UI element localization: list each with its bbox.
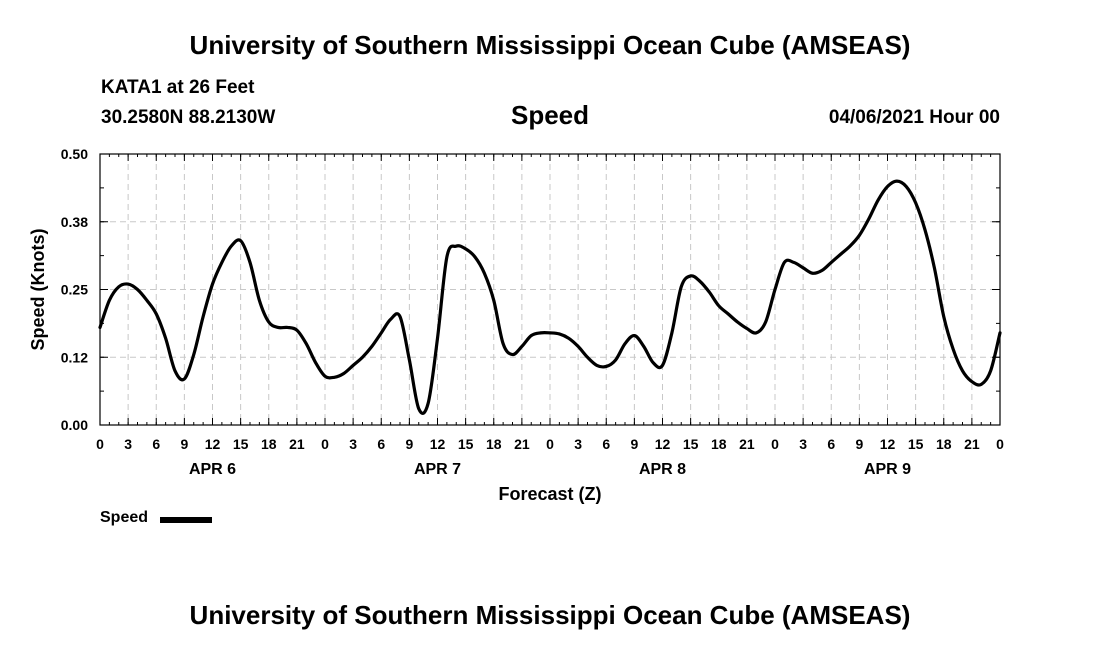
x-tick-label: 6	[602, 436, 610, 452]
y-tick-label: 0.00	[61, 417, 88, 433]
x-tick-label: 3	[574, 436, 582, 452]
x-tick-label: 3	[349, 436, 357, 452]
plot-frame	[99, 153, 1001, 426]
x-tick-label: 3	[124, 436, 132, 452]
x-tick-label: 12	[655, 436, 671, 452]
day-label: APR 7	[414, 461, 461, 478]
x-tick-label: 0	[546, 436, 554, 452]
x-tick-label: 9	[630, 436, 638, 452]
day-label: APR 8	[639, 461, 686, 478]
y-tick-label: 0.50	[61, 146, 88, 162]
x-tick-label: 6	[152, 436, 160, 452]
x-tick-label: 0	[96, 436, 104, 452]
x-tick-label: 21	[964, 436, 980, 452]
day-label: APR 9	[864, 461, 911, 478]
y-tick-label: 0.38	[61, 214, 88, 230]
x-tick-label: 0	[996, 436, 1004, 452]
x-axis-title: Forecast (Z)	[498, 484, 601, 504]
x-tick-label: 15	[683, 436, 699, 452]
day-label: APR 6	[189, 461, 236, 478]
forecast-datetime: 04/06/2021 Hour 00	[828, 107, 1000, 128]
x-tick-label: 6	[827, 436, 835, 452]
legend-line-swatch	[160, 517, 212, 523]
x-tick-label: 9	[855, 436, 863, 452]
station-label: KATA1 at 26 Feet	[101, 77, 255, 98]
x-tick-label: 9	[405, 436, 413, 452]
x-tick-label: 18	[261, 436, 277, 452]
chart-title-bottom: University of Southern Mississippi Ocean…	[189, 600, 911, 630]
x-tick-label: 9	[180, 436, 188, 452]
x-tick-label: 18	[936, 436, 952, 452]
x-tick-label: 0	[771, 436, 779, 452]
x-tick-label: 3	[799, 436, 807, 452]
x-tick-label: 21	[289, 436, 305, 452]
x-tick-label: 21	[739, 436, 755, 452]
x-tick-label: 18	[711, 436, 727, 452]
y-axis-title: Speed (Knots)	[28, 228, 48, 350]
x-tick-label: 15	[458, 436, 474, 452]
x-tick-label: 21	[514, 436, 530, 452]
x-tick-label: 15	[908, 436, 924, 452]
x-tick-label: 18	[486, 436, 502, 452]
legend-label: Speed	[100, 509, 149, 526]
x-tick-label: 6	[377, 436, 385, 452]
x-tick-label: 15	[233, 436, 249, 452]
y-tick-label: 0.12	[61, 349, 88, 365]
y-tick-label: 0.25	[61, 282, 88, 298]
x-tick-label: 0	[321, 436, 329, 452]
variable-title: Speed	[510, 100, 590, 130]
x-tick-label: 12	[205, 436, 221, 452]
speed-series-line	[98, 179, 1002, 415]
x-tick-label: 12	[430, 436, 446, 452]
x-tick-label: 12	[880, 436, 896, 452]
coordinates-label: 30.2580N 88.2130W	[101, 107, 276, 128]
chart-title-top: University of Southern Mississippi Ocean…	[189, 30, 911, 60]
